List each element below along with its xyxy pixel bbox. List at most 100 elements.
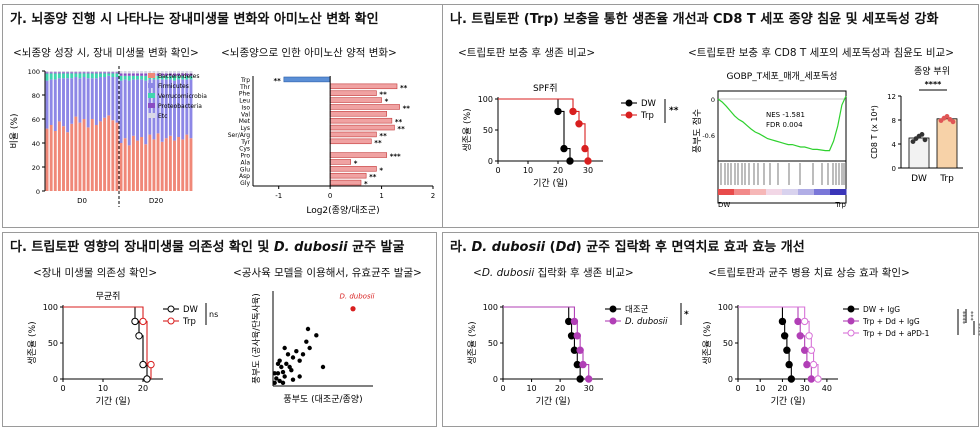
significance-label: * <box>684 310 689 320</box>
stack-segment <box>53 72 57 74</box>
stack-segment <box>70 123 74 191</box>
stack-segment <box>86 72 90 74</box>
stack-segment <box>136 73 139 76</box>
scatter-point <box>307 345 312 351</box>
survival-point <box>135 332 143 340</box>
stack-segment <box>62 72 65 74</box>
y-tick-label: 20 <box>32 164 40 172</box>
stack-segment <box>140 137 144 191</box>
stack-segment <box>78 71 82 73</box>
stack-segment <box>90 119 94 191</box>
stack-segment <box>57 73 61 79</box>
panel-da-title: 다. 트립토판 영향의 장내미생물 의존성 확인 및 D. dubosii 균주… <box>10 240 405 255</box>
legend-marker <box>609 317 617 325</box>
category-label: Cys <box>239 146 250 153</box>
legend-label: DW <box>183 305 199 315</box>
y-tick-label: -0.6 <box>702 132 715 140</box>
y-tick-label: 0 <box>36 188 40 196</box>
stack-segment <box>82 77 86 119</box>
stack-segment <box>107 71 111 73</box>
scatter-point <box>279 364 284 370</box>
stack-segment <box>90 71 94 73</box>
stack-segment <box>86 78 90 128</box>
scatter-point <box>274 376 279 381</box>
stack-segment <box>160 141 164 191</box>
significance-label: **** <box>959 311 967 325</box>
significance-label: * <box>385 98 389 106</box>
y-tick-label: 0 <box>728 375 733 384</box>
x-tick-label: 10 <box>98 384 108 393</box>
stack-segment <box>127 145 131 191</box>
stack-segment <box>127 80 131 146</box>
stack-segment <box>99 121 102 191</box>
survival-point <box>566 157 574 165</box>
stack-segment <box>119 73 123 76</box>
scatter-point <box>297 374 302 379</box>
stack-segment <box>156 71 160 74</box>
category-label: Gly <box>240 180 250 187</box>
category-label: Trp <box>939 174 954 184</box>
amino-bar <box>329 172 367 179</box>
category-label: Asp <box>239 173 250 180</box>
stack-segment <box>152 79 156 140</box>
significance-label: *** <box>967 311 975 322</box>
survival-point <box>139 317 147 326</box>
stack-segment <box>99 73 102 77</box>
dd-survival-chart: 0 50 100 0 10 20 30 생존율 (%) 기간 (일) 대조군 D. dubosii * <box>467 303 689 407</box>
stack-segment <box>99 77 102 122</box>
stack-segment <box>189 73 193 76</box>
significance-label: ** <box>403 104 411 112</box>
x-tick-label: 0 <box>735 384 740 393</box>
x-tick-label: 30 <box>800 384 810 393</box>
x-tick-label: 20 <box>555 384 565 393</box>
survival-point <box>794 317 802 326</box>
scatter-point <box>275 361 281 367</box>
stack-segment <box>160 79 164 142</box>
stack-segment <box>115 71 119 73</box>
amino-bar <box>329 138 372 145</box>
stack-segment <box>62 126 65 191</box>
spf-survival-chart: SPF쥐 0 50 100 0 10 20 30 생존율 (%) 기간 (일) DW Trp ** <box>462 83 679 189</box>
significance-label: *** <box>390 153 401 161</box>
rank-gradient <box>830 189 847 195</box>
significance-label: ** <box>397 125 405 133</box>
significance-label: **** <box>925 80 943 89</box>
chart-title: SPF쥐 <box>533 83 558 94</box>
survival-point <box>139 360 147 369</box>
amino-bar <box>329 179 362 186</box>
stack-segment <box>111 73 115 77</box>
cd8-point <box>910 139 916 144</box>
stack-segment <box>49 125 53 191</box>
stack-segment <box>78 73 82 79</box>
stack-segment <box>90 78 94 119</box>
survival-point <box>576 375 584 383</box>
stack-segment <box>156 75 160 80</box>
y-axis-label: 생존율 (%) <box>467 321 478 364</box>
stack-segment <box>185 134 189 191</box>
stack-segment <box>140 79 144 137</box>
legend-marker <box>847 305 855 313</box>
survival-point <box>579 360 587 369</box>
survival-point <box>787 375 796 383</box>
scatter-point <box>275 371 281 376</box>
scatter-point <box>290 355 296 360</box>
stack-segment <box>177 75 181 80</box>
stack-segment <box>66 71 70 73</box>
stack-segment <box>136 140 139 191</box>
y-tick-label: 8 <box>892 117 896 125</box>
stack-segment <box>160 73 164 76</box>
stack-segment <box>78 78 82 123</box>
stack-segment <box>115 72 119 74</box>
stack-segment <box>140 75 144 80</box>
stack-segment <box>119 80 123 143</box>
y-tick-label: 60 <box>32 116 40 124</box>
stack-segment <box>57 72 61 74</box>
stack-segment <box>177 71 181 74</box>
stack-segment <box>156 73 160 76</box>
stack-segment <box>103 71 107 73</box>
stack-segment <box>115 77 119 123</box>
y-tick-label: 0 <box>892 165 896 173</box>
stack-segment <box>45 72 49 74</box>
stack-segment <box>53 131 57 191</box>
stack-segment <box>127 71 131 74</box>
